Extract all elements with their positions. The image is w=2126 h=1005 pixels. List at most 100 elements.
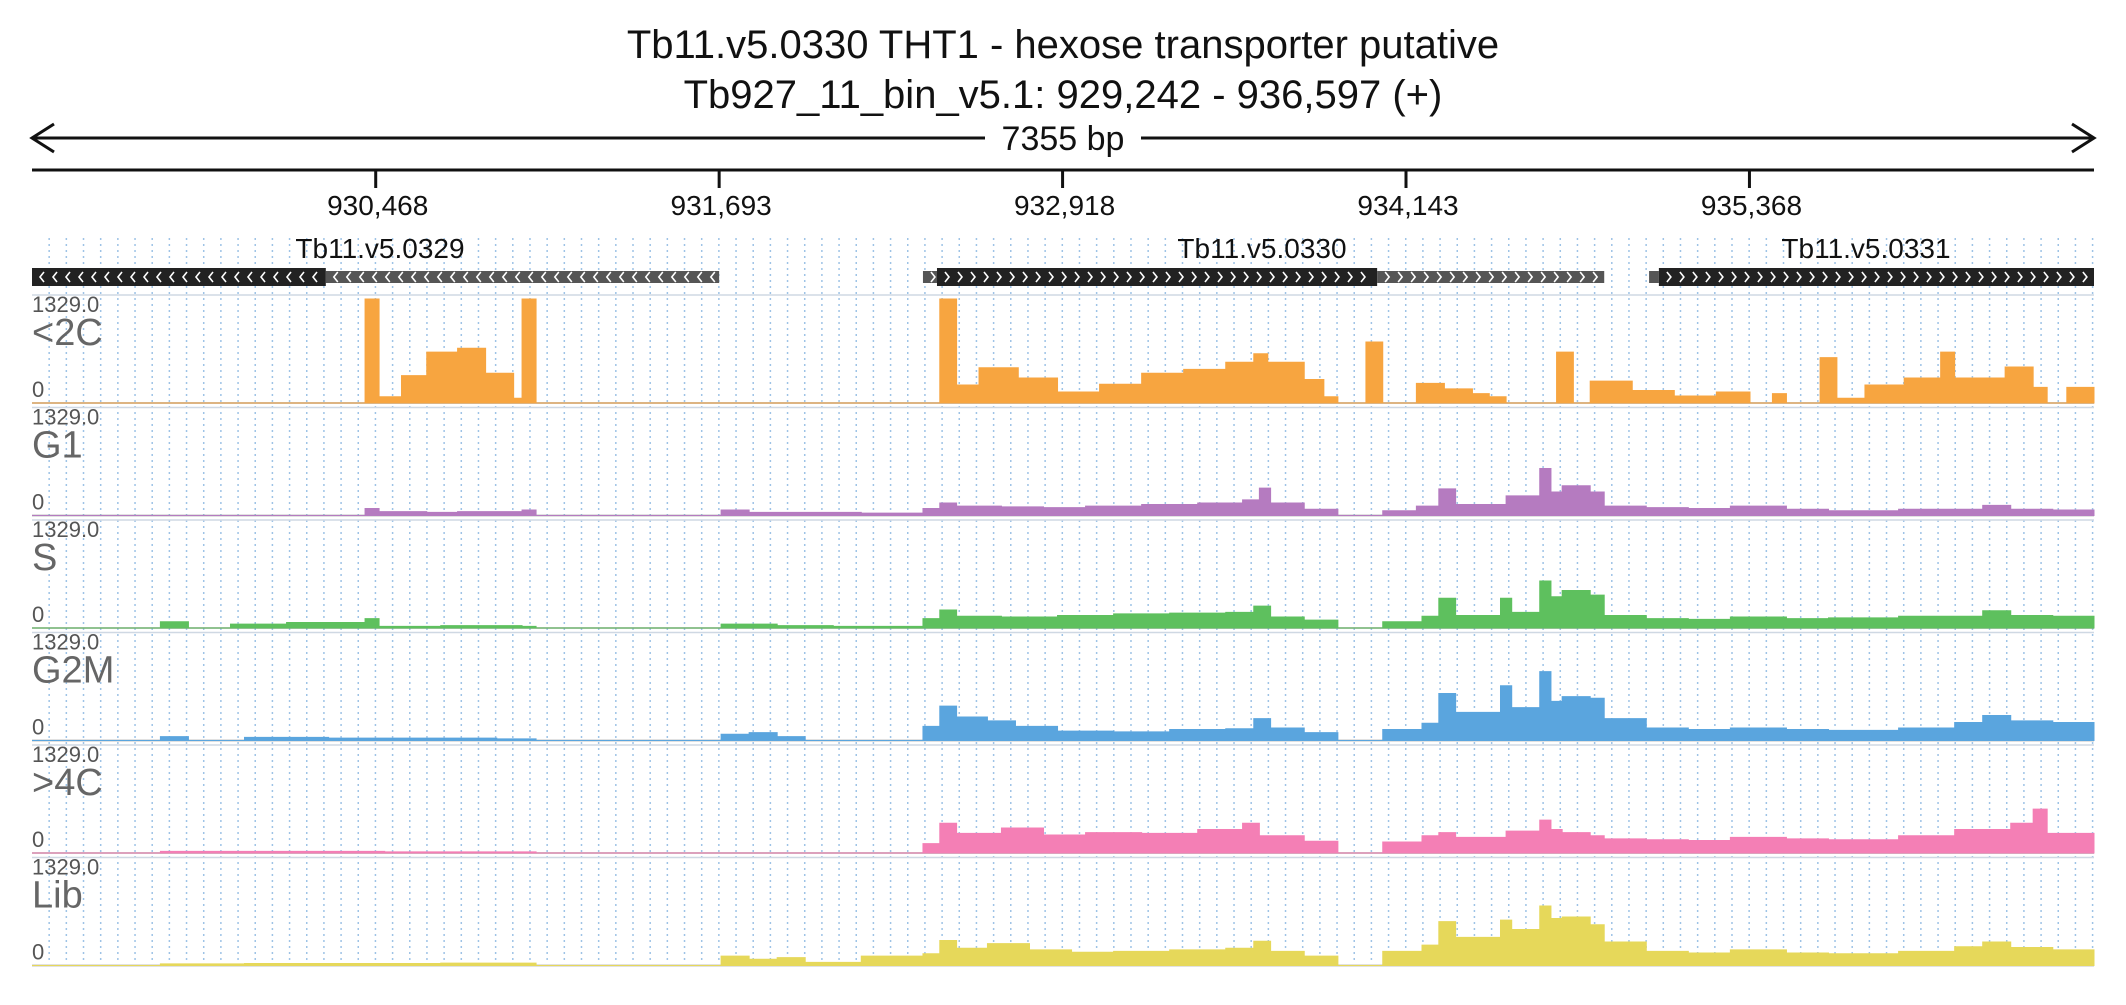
chevron-icon xyxy=(1926,271,1932,283)
chevron-icon xyxy=(168,271,175,283)
chevron-icon xyxy=(220,271,227,283)
chevron-icon xyxy=(207,271,214,283)
chevron-icon xyxy=(1965,271,1971,283)
chevron-icon xyxy=(116,271,123,283)
chevron-icon xyxy=(983,271,990,283)
chevron-icon xyxy=(1952,271,1958,283)
chevron-icon xyxy=(246,271,253,283)
chevron-icon xyxy=(631,271,638,283)
chevron-icon xyxy=(371,271,378,283)
chevron-icon xyxy=(1334,271,1341,283)
track-ymin-label: 0 xyxy=(32,490,44,515)
track-ymax-label: 1329.0 xyxy=(32,742,99,767)
chevron-icon xyxy=(1488,271,1495,283)
chevron-icon xyxy=(1360,271,1367,283)
track-name-label: <2C xyxy=(32,312,103,354)
chevron-icon xyxy=(1126,271,1133,283)
chevron-icon xyxy=(970,271,977,283)
gene-cds xyxy=(1658,268,2094,286)
chevron-icon xyxy=(2082,271,2088,283)
gene-label: Tb11.v5.0330 xyxy=(1177,233,1346,264)
chevron-icon xyxy=(644,271,651,283)
chevron-icon xyxy=(194,271,201,283)
chevron-icon xyxy=(1074,271,1081,283)
chevron-icon xyxy=(358,271,365,283)
chevron-icon xyxy=(514,271,521,283)
chevron-icon xyxy=(1796,271,1802,283)
chevron-icon xyxy=(1308,271,1315,283)
track-ymax-label: 1329.0 xyxy=(32,630,99,655)
gene-label: Tb11.v5.0329 xyxy=(295,233,464,264)
chevron-icon xyxy=(1978,271,1984,283)
gene-label: Tb11.v5.0331 xyxy=(1781,233,1950,264)
track-Lib: 1329.0 0 Lib xyxy=(32,855,2095,967)
chevron-icon xyxy=(1783,271,1789,283)
track-ymax-label: 1329.0 xyxy=(32,855,99,880)
chevron-icon xyxy=(64,271,71,283)
coordinate-ticks: 930,468 931,693 932,918 934,143 935,368 xyxy=(327,170,1802,221)
chevron-icon xyxy=(1848,271,1854,283)
chevron-icon xyxy=(1887,271,1893,283)
chevron-icon xyxy=(696,271,703,283)
chevron-icon xyxy=(1295,271,1302,283)
track-ymin-label: 0 xyxy=(32,827,44,852)
track-name-label: G2M xyxy=(32,650,114,692)
track-G2M: 1329.0 0 G2M xyxy=(32,630,2095,742)
chevron-icon xyxy=(2030,271,2036,283)
chevron-icon xyxy=(1874,271,1880,283)
span-length-label: 7355 bp xyxy=(1002,120,1125,158)
chevron-icon xyxy=(1900,271,1906,283)
gene-Tb11.v5.0331: Tb11.v5.0331 xyxy=(1649,233,2094,286)
chevron-icon xyxy=(1835,271,1841,283)
chevron-icon xyxy=(1100,271,1107,283)
chevron-icon xyxy=(90,271,97,283)
right-arrowhead-icon xyxy=(2071,122,2097,154)
chevron-icon xyxy=(1269,271,1276,283)
gene-utr xyxy=(325,271,720,283)
chevron-icon xyxy=(1592,271,1599,283)
chevron-icon xyxy=(1501,271,1508,283)
gene-annotation-track: Tb11.v5.0329 Tb11.v5.0330 Tb11.v5.0331 xyxy=(32,233,2094,286)
tick-label: 932,918 xyxy=(1014,190,1115,221)
chevron-icon xyxy=(683,271,690,283)
span-ruler: 7355 bp xyxy=(29,120,2097,158)
coverage-area xyxy=(32,580,2095,629)
chevron-icon xyxy=(1217,271,1224,283)
chevron-icon xyxy=(1566,271,1573,283)
chevron-icon xyxy=(1744,271,1750,283)
chevron-icon xyxy=(436,271,443,283)
chevron-icon xyxy=(332,271,339,283)
coverage-area xyxy=(32,671,2095,741)
chevron-icon xyxy=(709,271,716,283)
chevron-icon xyxy=(670,271,677,283)
chevron-icon xyxy=(1282,271,1289,283)
chevron-icon xyxy=(77,271,84,283)
chevron-icon xyxy=(1770,271,1776,283)
track-ymax-label: 1329.0 xyxy=(32,517,99,542)
chevron-icon xyxy=(1666,271,1672,283)
gene-cds xyxy=(32,268,326,286)
chart-title: Tb11.v5.0330 THT1 - hexose transporter p… xyxy=(627,23,1499,67)
chevron-icon xyxy=(1731,271,1737,283)
chevron-icon xyxy=(155,271,162,283)
strand-chevrons xyxy=(944,271,1367,283)
chevron-icon xyxy=(1861,271,1867,283)
track-name-label: G1 xyxy=(32,425,83,467)
track-name-label: >4C xyxy=(32,762,103,804)
chevron-icon xyxy=(1152,271,1159,283)
chevron-icon xyxy=(592,271,599,283)
vertical-gridlines xyxy=(48,238,2094,963)
tick-label: 931,693 xyxy=(671,190,772,221)
chevron-icon xyxy=(957,271,964,283)
track->4C: 1329.0 0 >4C xyxy=(32,742,2095,854)
chevron-icon xyxy=(605,271,612,283)
left-arrowhead-icon xyxy=(29,122,55,154)
chevron-icon xyxy=(1347,271,1354,283)
coverage-area xyxy=(32,905,2095,966)
chevron-icon xyxy=(1436,271,1443,283)
chevron-icon xyxy=(566,271,573,283)
chevron-icon xyxy=(1256,271,1263,283)
strand-chevrons xyxy=(1666,271,2088,283)
gene-Tb11.v5.0329: Tb11.v5.0329 xyxy=(32,233,720,286)
chevron-icon xyxy=(259,271,266,283)
